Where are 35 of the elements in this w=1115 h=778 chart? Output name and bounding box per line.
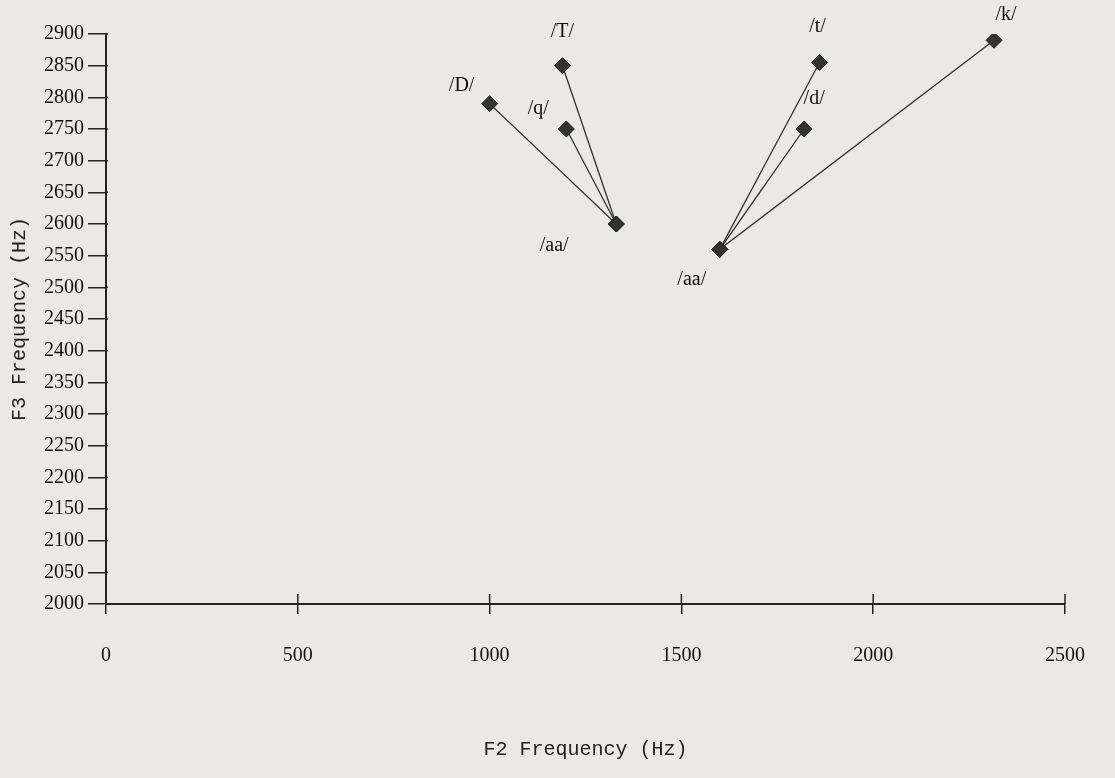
y-tick-label: 2550 <box>44 242 84 265</box>
y-tick-label: 2600 <box>44 211 84 234</box>
annotation: /d/ <box>803 86 826 109</box>
annotation: /aa/ <box>677 266 707 289</box>
x-tick-label: 0 <box>101 643 111 666</box>
y-tick-label: 2700 <box>44 147 84 170</box>
annotation: /t/ <box>809 13 827 36</box>
y-tick-label: 2650 <box>44 179 84 202</box>
y-tick-label: 2050 <box>44 559 84 582</box>
x-tick-label: 1000 <box>469 643 510 666</box>
y-tick-label: 2900 <box>44 21 84 44</box>
y-tick-label: 2400 <box>44 337 84 360</box>
x-tick-label: 500 <box>282 643 313 666</box>
y-tick-label: 2350 <box>44 369 84 392</box>
x-tick-label: 2500 <box>1045 643 1085 666</box>
y-tick-label: 2300 <box>44 401 84 424</box>
y-tick-label: 2500 <box>44 274 84 297</box>
y-axis-title: F3 Frequency (Hz) <box>8 216 32 422</box>
y-tick-label: 2800 <box>44 84 84 107</box>
annotation: /q/ <box>527 96 550 120</box>
x-tick-label: 1500 <box>661 643 702 666</box>
y-tick-label: 2200 <box>44 464 84 487</box>
annotation: /aa/ <box>539 233 570 256</box>
annotation: /D/ <box>448 72 475 95</box>
y-tick-label: 2250 <box>44 432 84 455</box>
y-tick-label: 2000 <box>44 591 84 614</box>
y-tick-label: 2100 <box>44 527 84 550</box>
y-tick-label: 2450 <box>44 306 84 329</box>
annotation: /T/ <box>550 18 575 41</box>
y-tick-label: 2150 <box>44 496 84 519</box>
y-tick-label: 2850 <box>44 52 84 75</box>
annotation: /k/ <box>995 1 1018 24</box>
x-axis-title: F2 Frequency (Hz) <box>483 738 688 762</box>
x-tick-label: 2000 <box>853 643 894 666</box>
y-tick-label: 2750 <box>44 116 84 139</box>
